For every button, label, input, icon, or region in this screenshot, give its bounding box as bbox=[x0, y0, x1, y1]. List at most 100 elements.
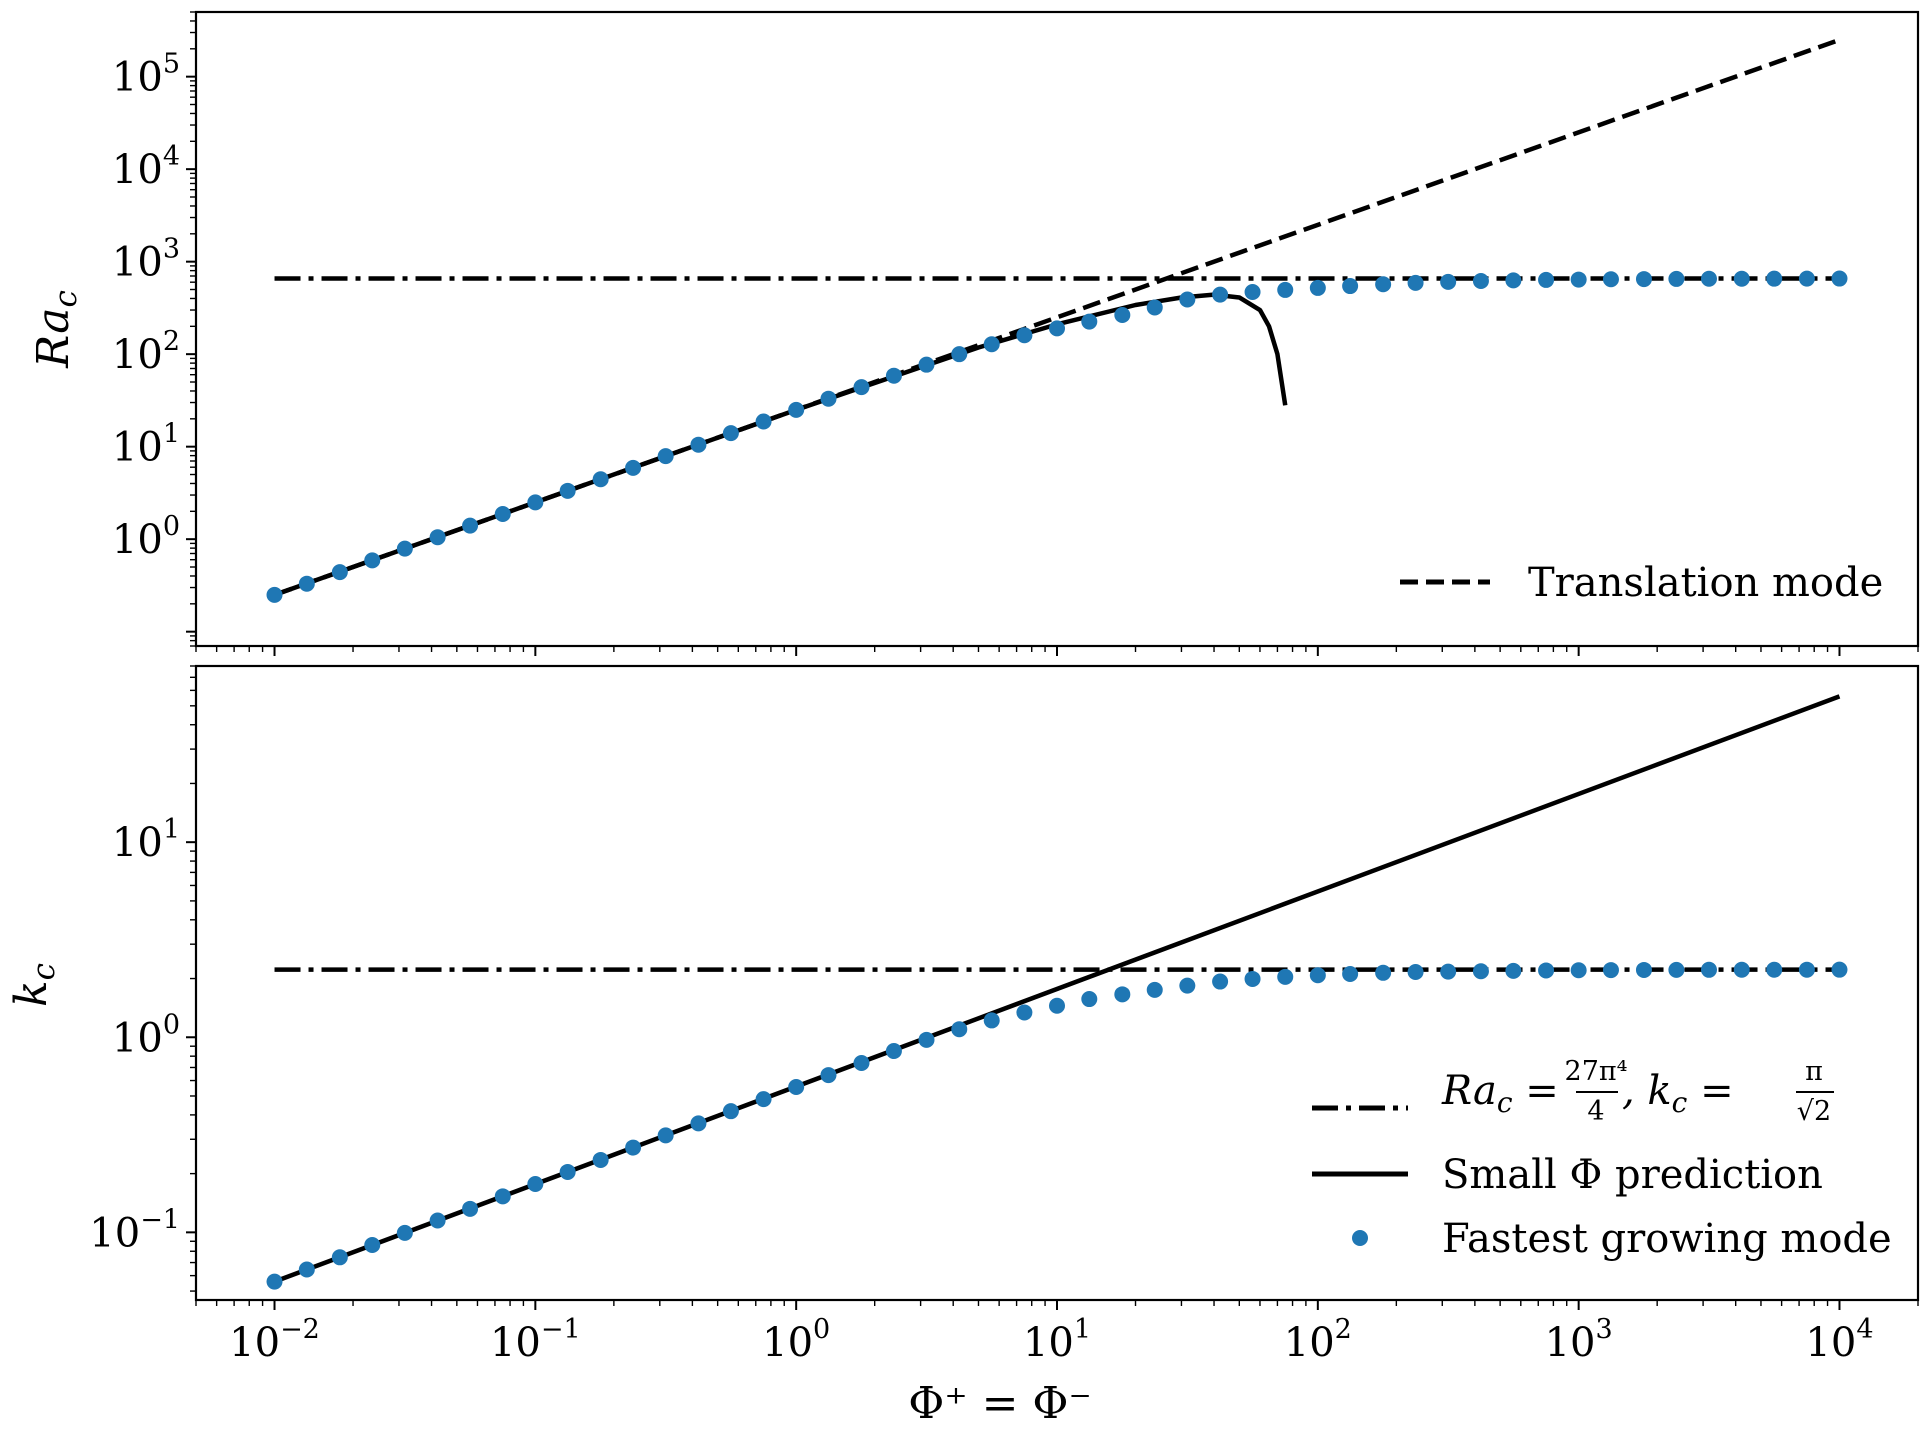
top-ticks bbox=[186, 11, 1919, 656]
data-point-fastest-growing-mode bbox=[1407, 274, 1424, 291]
data-point-fastest-growing-mode bbox=[1472, 963, 1489, 980]
data-point-fastest-growing-mode bbox=[1700, 270, 1717, 287]
legend-small-phi-label: Small Φ prediction bbox=[1442, 1152, 1823, 1198]
data-point-fastest-growing-mode bbox=[331, 564, 348, 581]
data-point-fastest-growing-mode bbox=[1538, 271, 1555, 288]
x-tick-labels: 10−2 10−1 100 101 102 103 104 bbox=[229, 1314, 1873, 1366]
data-point-fastest-growing-mode bbox=[462, 517, 479, 534]
bottom-legend: Rac = 27π⁴ 4 , kc = π √2 Small Φ predict… bbox=[1312, 1056, 1892, 1262]
data-point-fastest-growing-mode bbox=[853, 379, 870, 396]
data-point-fastest-growing-mode bbox=[592, 1151, 609, 1168]
data-point-fastest-growing-mode bbox=[1733, 270, 1750, 287]
data-point-fastest-growing-mode bbox=[494, 1188, 511, 1205]
top-y-tick-labels: 100 101 102 103 104 105 bbox=[112, 49, 180, 564]
y-tick-label: 101 bbox=[112, 419, 180, 471]
data-point-fastest-growing-mode bbox=[918, 1031, 935, 1048]
x-tick-label: 100 bbox=[762, 1314, 830, 1366]
data-point-fastest-growing-mode bbox=[1505, 272, 1522, 289]
data-point-fastest-growing-mode bbox=[1049, 320, 1065, 337]
data-point-fastest-growing-mode bbox=[983, 1012, 1000, 1029]
data-point-fastest-growing-mode bbox=[1342, 966, 1359, 982]
bottom-y-tick-labels: 10−1 100 101 bbox=[89, 814, 180, 1256]
data-point-fastest-growing-mode bbox=[1244, 970, 1261, 987]
svg-text:Rac =: Rac = bbox=[1441, 1068, 1559, 1119]
legend-asymptote-label: Rac = 27π⁴ 4 , kc = π √2 bbox=[1441, 1056, 1834, 1127]
x-tick-label: 103 bbox=[1545, 1314, 1613, 1366]
data-point-fastest-growing-mode bbox=[1342, 278, 1359, 295]
bottom-plot-frame bbox=[194, 664, 1920, 1302]
data-point-fastest-growing-mode bbox=[1668, 270, 1685, 287]
data-point-fastest-growing-mode bbox=[1440, 273, 1457, 290]
data-point-fastest-growing-mode bbox=[396, 1224, 413, 1241]
data-point-fastest-growing-mode bbox=[1798, 961, 1815, 978]
x-tick-label: 10−1 bbox=[490, 1314, 581, 1366]
data-point-fastest-growing-mode bbox=[1179, 977, 1196, 994]
data-point-fastest-growing-mode bbox=[853, 1055, 870, 1071]
data-point-fastest-growing-mode bbox=[1212, 286, 1229, 303]
data-point-fastest-growing-mode bbox=[364, 552, 381, 569]
data-point-fastest-growing-mode bbox=[657, 448, 674, 465]
data-point-fastest-growing-mode bbox=[1831, 961, 1848, 978]
legend-translation-mode-label: Translation mode bbox=[1528, 560, 1883, 606]
y-tick-label: 101 bbox=[112, 814, 180, 866]
x-tick-label: 10−2 bbox=[229, 1314, 320, 1366]
data-point-fastest-growing-mode bbox=[1635, 961, 1652, 978]
data-point-fastest-growing-mode bbox=[494, 506, 511, 523]
data-point-fastest-growing-mode bbox=[1570, 271, 1587, 288]
data-point-fastest-growing-mode bbox=[331, 1249, 348, 1266]
data-point-fastest-growing-mode bbox=[1114, 986, 1131, 1003]
data-point-fastest-growing-mode bbox=[1016, 327, 1033, 344]
data-point-fastest-growing-mode bbox=[364, 1237, 381, 1254]
data-point-fastest-growing-mode bbox=[559, 482, 576, 499]
y-tick-label: 100 bbox=[112, 1009, 180, 1061]
y-tick-label: 105 bbox=[112, 49, 180, 101]
data-point-fastest-growing-mode bbox=[527, 494, 544, 511]
top-panel: 100 101 102 103 104 105 Rac Translation mode bbox=[28, 10, 1920, 656]
y-tick-label: 100 bbox=[112, 511, 180, 563]
data-point-fastest-growing-mode bbox=[1602, 962, 1619, 979]
data-point-fastest-growing-mode bbox=[690, 436, 707, 453]
data-point-fastest-growing-mode bbox=[1309, 279, 1326, 296]
data-point-fastest-growing-mode bbox=[625, 1139, 642, 1156]
data-point-fastest-growing-mode bbox=[1375, 964, 1392, 981]
data-point-fastest-growing-mode bbox=[983, 336, 1000, 353]
data-point-fastest-growing-mode bbox=[1309, 967, 1326, 984]
data-point-fastest-growing-mode bbox=[885, 1043, 902, 1060]
data-point-fastest-growing-mode bbox=[1602, 271, 1619, 288]
data-point-fastest-growing-mode bbox=[1179, 291, 1196, 308]
data-point-fastest-growing-mode bbox=[462, 1200, 479, 1217]
data-point-fastest-growing-mode bbox=[592, 471, 609, 488]
data-point-fastest-growing-mode bbox=[1375, 276, 1392, 293]
svg-text:27π⁴: 27π⁴ bbox=[1565, 1056, 1628, 1087]
legend-fastest-growing-label: Fastest growing mode bbox=[1442, 1216, 1892, 1262]
data-point-fastest-growing-mode bbox=[1277, 968, 1294, 985]
svg-text:4: 4 bbox=[1587, 1096, 1604, 1127]
data-point-fastest-growing-mode bbox=[1766, 270, 1783, 287]
data-point-fastest-growing-mode bbox=[1081, 991, 1098, 1008]
svg-text:, kc =: , kc = bbox=[1622, 1068, 1734, 1119]
data-point-fastest-growing-mode bbox=[1766, 961, 1783, 978]
data-point-fastest-growing-mode bbox=[1049, 997, 1065, 1014]
data-point-fastest-growing-mode bbox=[951, 346, 968, 363]
data-point-fastest-growing-mode bbox=[429, 1212, 446, 1229]
data-point-fastest-growing-mode bbox=[298, 575, 315, 592]
bottom-y-axis-label: kc bbox=[6, 963, 62, 1007]
data-point-fastest-growing-mode bbox=[1570, 962, 1587, 979]
data-point-fastest-growing-mode bbox=[722, 1103, 739, 1120]
data-point-fastest-growing-mode bbox=[820, 390, 837, 407]
data-point-fastest-growing-mode bbox=[396, 540, 413, 557]
data-point-fastest-growing-mode bbox=[527, 1175, 544, 1192]
data-point-fastest-growing-mode bbox=[1114, 307, 1131, 324]
data-point-fastest-growing-mode bbox=[1538, 962, 1555, 979]
data-point-fastest-growing-mode bbox=[298, 1261, 315, 1278]
bottom-panel: 10−1 100 101 10−2 10−1 100 101 102 103 104 kc Φ⁺… bbox=[6, 664, 1920, 1429]
data-point-fastest-growing-mode bbox=[755, 1091, 772, 1108]
data-point-fastest-growing-mode bbox=[1700, 961, 1717, 978]
data-point-fastest-growing-mode bbox=[1212, 973, 1229, 990]
data-point-fastest-growing-mode bbox=[1081, 313, 1098, 330]
data-point-fastest-growing-mode bbox=[1407, 964, 1424, 981]
data-point-fastest-growing-mode bbox=[657, 1127, 674, 1144]
data-point-fastest-growing-mode bbox=[788, 401, 805, 418]
data-point-fastest-growing-mode bbox=[690, 1115, 707, 1132]
data-point-fastest-growing-mode bbox=[755, 413, 772, 430]
